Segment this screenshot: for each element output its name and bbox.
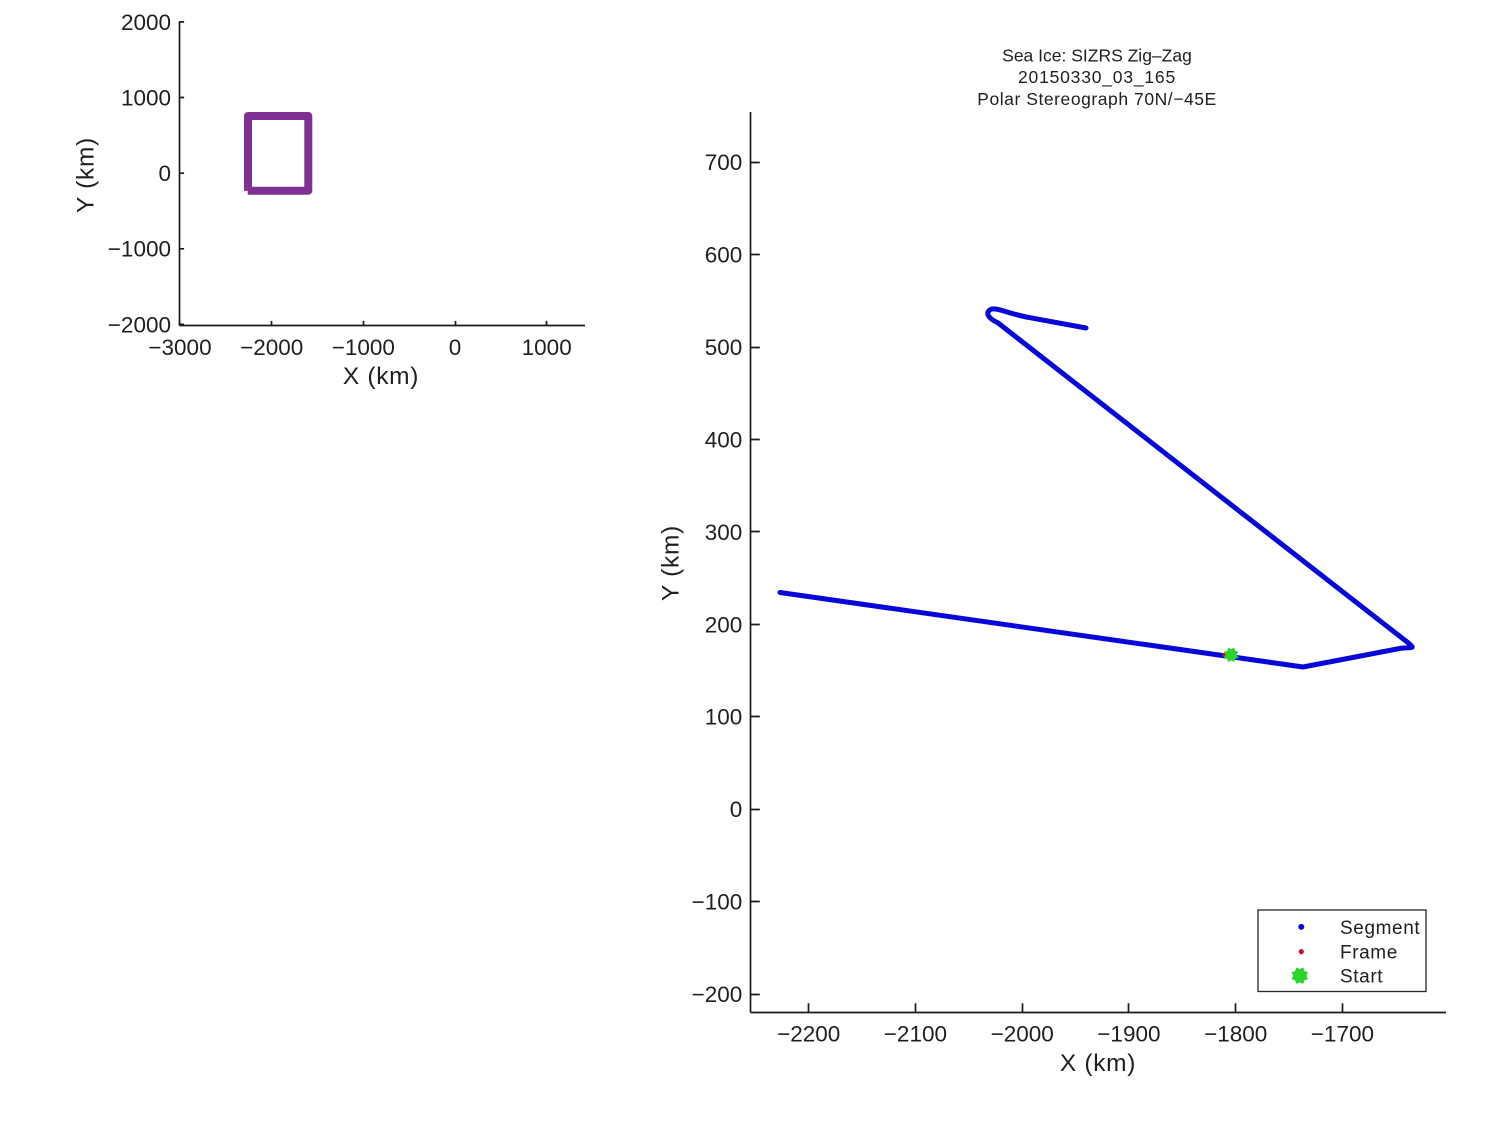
svg-text:−2000: −2000 (108, 312, 171, 337)
svg-text:Start: Start (1340, 966, 1383, 987)
svg-text:500: 500 (705, 335, 743, 360)
svg-text:Segment: Segment (1340, 918, 1420, 939)
svg-text:−2200: −2200 (777, 1021, 840, 1046)
svg-text:−1800: −1800 (1204, 1021, 1267, 1046)
svg-text:Polar Stereograph 70N/−45E: Polar Stereograph 70N/−45E (977, 89, 1217, 109)
svg-text:−1900: −1900 (1097, 1021, 1160, 1046)
svg-text:200: 200 (705, 612, 743, 637)
svg-text:100: 100 (705, 705, 743, 730)
svg-text:700: 700 (705, 150, 743, 175)
svg-text:0: 0 (158, 161, 171, 186)
svg-text:20150330_03_165: 20150330_03_165 (1018, 67, 1176, 88)
svg-text:Y (km): Y (km) (658, 525, 685, 601)
svg-text:X (km): X (km) (343, 363, 419, 390)
svg-text:X (km): X (km) (1060, 1050, 1136, 1077)
svg-text:−1000: −1000 (108, 237, 171, 262)
svg-text:−2000: −2000 (240, 335, 303, 360)
svg-text:−200: −200 (692, 982, 743, 1007)
svg-text:−2000: −2000 (991, 1021, 1054, 1046)
svg-text:−1000: −1000 (332, 335, 395, 360)
svg-text:−100: −100 (692, 890, 743, 915)
svg-text:−3000: −3000 (148, 335, 211, 360)
svg-text:600: 600 (705, 242, 743, 267)
svg-text:0: 0 (449, 335, 462, 360)
svg-text:2000: 2000 (121, 10, 171, 35)
svg-text:−1700: −1700 (1311, 1021, 1374, 1046)
svg-text:−2100: −2100 (884, 1021, 947, 1046)
svg-text:300: 300 (705, 520, 743, 545)
svg-text:Sea Ice: SIZRS Zig–Zag: Sea Ice: SIZRS Zig–Zag (1002, 46, 1192, 66)
svg-text:Frame: Frame (1340, 942, 1398, 963)
svg-text:400: 400 (705, 427, 743, 452)
svg-text:Y (km): Y (km) (73, 137, 100, 213)
svg-text:1000: 1000 (522, 335, 572, 360)
svg-text:0: 0 (730, 797, 743, 822)
svg-text:1000: 1000 (121, 85, 171, 110)
